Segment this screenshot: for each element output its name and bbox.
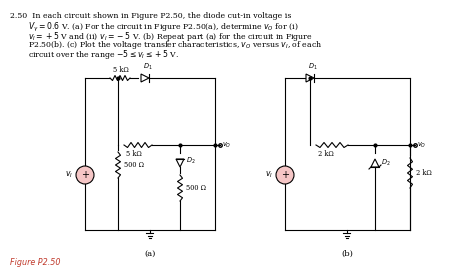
Text: $v_I$: $v_I$ [65,170,73,180]
Text: (a): (a) [144,250,155,258]
Text: Figure P2.50: Figure P2.50 [10,258,61,267]
Text: 500 Ω: 500 Ω [186,184,206,192]
Text: 2 kΩ: 2 kΩ [416,169,432,177]
Text: 2 kΩ: 2 kΩ [318,150,334,158]
Text: $D_2$: $D_2$ [186,156,196,166]
Polygon shape [176,159,184,167]
Text: $D_2$: $D_2$ [381,158,391,168]
Text: $D_1$: $D_1$ [143,62,153,72]
Text: $v_O$: $v_O$ [417,140,427,150]
Text: +: + [81,170,89,180]
Circle shape [276,166,294,184]
Text: $D_1$: $D_1$ [308,62,318,72]
Text: $v_O$: $v_O$ [222,140,231,150]
Circle shape [76,166,94,184]
Text: 2.50  In each circuit shown in Figure P2.50, the diode cut-in voltage is: 2.50 In each circuit shown in Figure P2.… [10,12,292,20]
Text: $v_I = +5$ V and (ii) $v_I = -5$ V. (b) Repeat part (a) for the circuit in Figur: $v_I = +5$ V and (ii) $v_I = -5$ V. (b) … [28,30,313,43]
Text: circuit over the range $-5 \leq v_I \leq +5$ V.: circuit over the range $-5 \leq v_I \leq… [28,48,179,61]
Polygon shape [371,159,379,167]
Text: 500 Ω: 500 Ω [124,161,144,169]
Text: (b): (b) [342,250,354,258]
Polygon shape [306,74,314,82]
Text: 5 kΩ: 5 kΩ [113,66,129,74]
Text: P2.50(b). (c) Plot the voltage transfer characteristics, $v_O$ versus $v_I$, of : P2.50(b). (c) Plot the voltage transfer … [28,39,322,51]
Text: $V_\gamma = 0.6$ V. (a) For the circuit in Figure P2.50(a), determine $v_O$ for : $V_\gamma = 0.6$ V. (a) For the circuit … [28,21,299,34]
Polygon shape [141,74,149,82]
Text: +: + [281,170,289,180]
Text: 5 kΩ: 5 kΩ [126,150,142,158]
Text: $v_I$: $v_I$ [265,170,273,180]
